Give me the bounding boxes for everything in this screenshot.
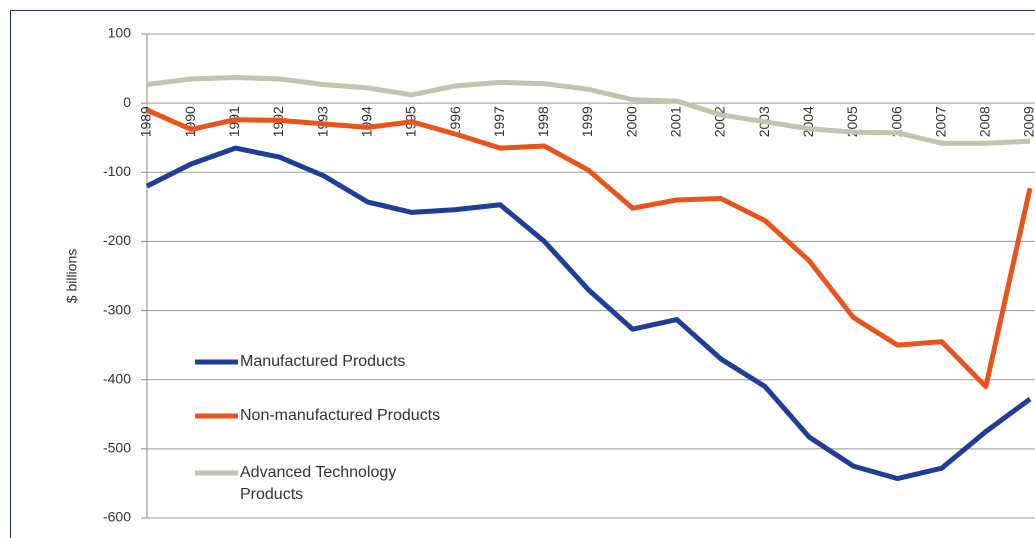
data-line [145,107,1033,390]
x-tick-label: 1999 [579,106,595,137]
y-tick-label: -200 [103,232,131,248]
legend-label: Advanced Technology Products [240,464,397,503]
y-tick-label: -500 [103,440,131,456]
y-tick-label: -600 [103,509,131,525]
x-tick-label: 1994 [358,106,374,137]
legend-label: Manufactured Products [240,353,406,370]
y-tick-label: -400 [103,370,131,386]
legend-label: Non-manufactured Products [240,407,441,424]
x-tick-label: 1990 [182,106,198,137]
y-tick-label: -100 [103,163,131,179]
x-tick-label: 2001 [668,106,684,137]
y-tick-label: 100 [108,25,132,41]
x-tick-label: 2000 [623,106,639,137]
data-line [146,75,1031,146]
x-tick-label: 1996 [447,106,463,137]
x-tick-label: 2008 [977,106,993,137]
data-line [145,145,1032,482]
y-tick-label: -300 [103,301,131,317]
x-tick-label: 2009 [1021,106,1035,137]
frame [10,10,1035,538]
x-tick-label: 1998 [535,106,551,137]
y-axis-label: $ billions [64,249,80,303]
x-tick-label: 2006 [888,106,904,137]
x-tick-label: 1997 [491,106,507,137]
x-tick-label: 2007 [932,106,948,137]
y-tick-label: 0 [123,94,131,110]
x-tick-label: 2004 [800,106,816,137]
